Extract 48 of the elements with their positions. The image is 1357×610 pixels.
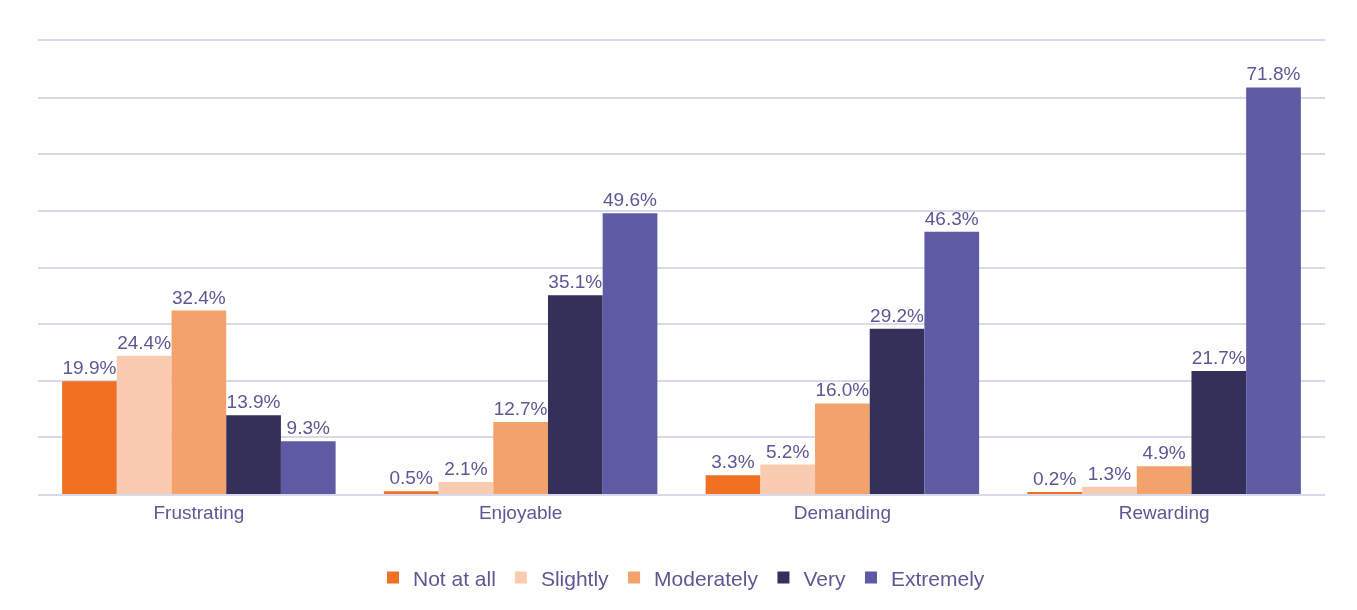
bar — [1246, 87, 1301, 494]
data-label: 13.9% — [226, 391, 281, 413]
legend-label: Not at all — [413, 566, 496, 590]
x-tick-label: Enjoyable — [478, 501, 563, 523]
data-label: 4.9% — [1142, 442, 1186, 464]
bar — [226, 415, 281, 494]
bar — [1082, 486, 1137, 494]
legend-label: Moderately — [654, 566, 759, 590]
data-label: 29.2% — [870, 304, 925, 326]
bar — [602, 213, 658, 494]
bar — [280, 441, 336, 494]
x-tick-label: Rewarding — [1118, 501, 1210, 523]
data-label: 49.6% — [603, 189, 658, 211]
bar — [116, 355, 172, 494]
data-label: 9.3% — [286, 417, 330, 439]
data-label: 35.1% — [548, 271, 603, 293]
bar — [171, 310, 227, 494]
legend-label: Extremely — [890, 566, 985, 590]
x-tick-label: Demanding — [793, 501, 891, 523]
bar — [438, 482, 494, 494]
data-label: 21.7% — [1191, 347, 1246, 369]
data-label: 0.5% — [389, 467, 433, 489]
bar — [62, 381, 117, 494]
data-label: 12.7% — [493, 398, 548, 420]
data-label: 2.1% — [444, 458, 488, 480]
data-label: 16.0% — [815, 379, 870, 401]
data-label: 32.4% — [171, 286, 226, 308]
bar — [383, 491, 439, 494]
bar — [815, 403, 870, 494]
data-label: 71.8% — [1246, 63, 1301, 85]
data-label: 3.3% — [711, 451, 755, 473]
bar — [705, 475, 761, 494]
bar — [493, 422, 548, 494]
data-label: 1.3% — [1087, 462, 1132, 484]
x-tick-label: Frustrating — [153, 501, 245, 523]
data-label: 5.2% — [765, 440, 810, 462]
data-label: 19.9% — [62, 357, 117, 379]
bar — [547, 295, 603, 494]
legend-label: Very — [803, 566, 846, 590]
bar — [869, 328, 925, 494]
data-label: 0.2% — [1033, 468, 1077, 489]
data-label: 46.3% — [924, 207, 979, 229]
bar — [760, 464, 816, 494]
data-label: 24.4% — [117, 331, 172, 353]
bar — [924, 231, 980, 494]
bar — [1191, 371, 1247, 494]
legend-label: Slightly — [540, 566, 610, 590]
bar — [1136, 466, 1192, 494]
